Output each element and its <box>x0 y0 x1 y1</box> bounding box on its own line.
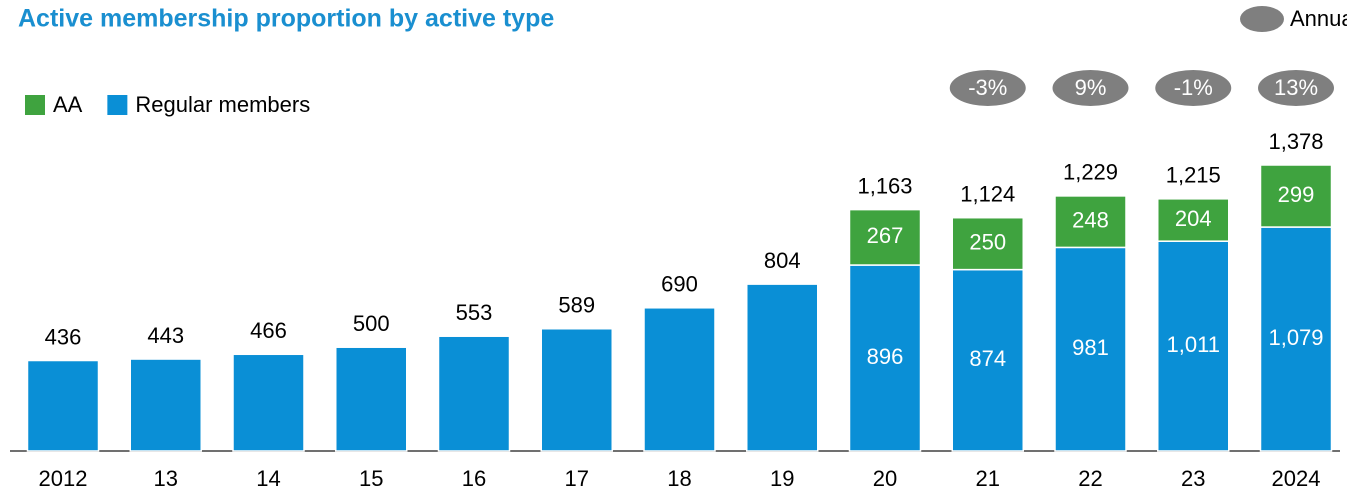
x-tick-label: 17 <box>565 466 589 491</box>
x-tick-label: 2024 <box>1272 466 1321 491</box>
x-tick-label: 22 <box>1078 466 1102 491</box>
segment-label: 874 <box>969 346 1006 371</box>
bar-segment <box>951 216 1024 271</box>
x-tick-label: 23 <box>1181 466 1205 491</box>
change-bubble <box>1052 70 1129 106</box>
total-label: 443 <box>147 323 184 348</box>
total-label: 1,229 <box>1063 160 1118 185</box>
legend-label: Annual change total members <box>1290 6 1347 31</box>
total-label: 804 <box>764 248 801 273</box>
bar-segment <box>26 359 100 452</box>
change-bubble <box>1155 70 1232 106</box>
total-label: 690 <box>661 272 698 297</box>
segment-label: 248 <box>1072 207 1109 232</box>
segment-label: 204 <box>1175 206 1212 231</box>
bar-segment <box>1054 195 1127 249</box>
segment-label: 981 <box>1072 335 1109 360</box>
total-label: 1,378 <box>1268 129 1323 154</box>
bar-segment <box>1157 240 1230 452</box>
bar-segment <box>1259 164 1333 228</box>
bar-segment <box>1054 246 1127 452</box>
x-tick-label: 15 <box>359 466 383 491</box>
total-label: 1,163 <box>857 173 912 198</box>
segment-label: 299 <box>1278 182 1315 207</box>
bar-segment <box>746 283 819 452</box>
total-label: 436 <box>45 324 82 349</box>
bar-segment <box>540 328 613 452</box>
change-label: -3% <box>968 75 1007 100</box>
total-label: 1,215 <box>1166 163 1221 188</box>
bar-segment <box>232 353 305 452</box>
bar-segment <box>848 264 922 452</box>
legend-label: AA <box>53 92 83 117</box>
legend-label: Regular members <box>135 92 310 117</box>
bar-segment <box>1259 226 1333 452</box>
legend-swatch <box>25 95 45 115</box>
change-label: 13% <box>1274 75 1318 100</box>
x-tick-label: 13 <box>154 466 178 491</box>
total-label: 1,124 <box>960 182 1015 207</box>
x-tick-label: 20 <box>873 466 897 491</box>
legend-swatch <box>107 95 128 115</box>
segment-label: 267 <box>867 223 904 248</box>
x-tick-label: 2012 <box>39 466 88 491</box>
change-bubble <box>1258 70 1334 106</box>
segment-label: 896 <box>867 344 904 369</box>
bar-segment <box>643 307 716 452</box>
total-label: 466 <box>250 318 287 343</box>
segment-label: 250 <box>969 229 1006 254</box>
bar-segment <box>335 346 408 452</box>
bar-segment <box>848 208 922 266</box>
total-label: 589 <box>558 293 595 318</box>
total-label: 553 <box>456 300 493 325</box>
bar-segment <box>1157 198 1230 242</box>
legend-bubble <box>1240 6 1284 32</box>
change-label: -1% <box>1174 75 1213 100</box>
total-label: 500 <box>353 311 390 336</box>
x-tick-label: 14 <box>256 466 280 491</box>
change-bubble <box>949 70 1026 106</box>
segment-label: 1,079 <box>1268 325 1323 350</box>
x-tick-label: 18 <box>667 466 691 491</box>
x-tick-label: 19 <box>770 466 794 491</box>
bar-segment <box>437 335 511 452</box>
x-tick-label: 16 <box>462 466 486 491</box>
chart-title: Active membership proportion by active t… <box>18 5 554 33</box>
change-label: 9% <box>1075 75 1107 100</box>
segment-label: 1,011 <box>1167 332 1220 357</box>
x-tick-label: 21 <box>976 466 1000 491</box>
bar-segment <box>129 358 202 452</box>
